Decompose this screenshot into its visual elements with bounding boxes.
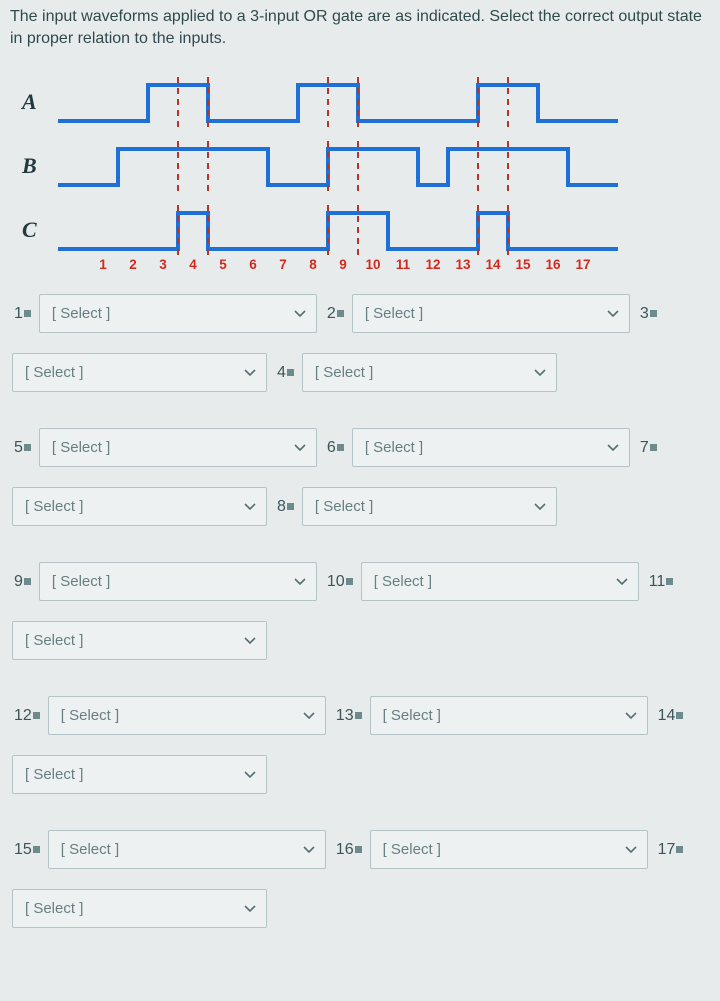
answer-label-3: 3 xyxy=(638,305,659,323)
axis-tick: 9 xyxy=(328,257,358,272)
answer-label-8: 8 xyxy=(275,498,296,516)
axis-tick: 16 xyxy=(538,257,568,272)
axis-tick: 15 xyxy=(508,257,538,272)
answer-4: 4 [ Select ] xyxy=(275,353,557,392)
axis-tick: 13 xyxy=(448,257,478,272)
signal-row-c: C xyxy=(22,205,710,255)
answer-12: 12 [ Select ] xyxy=(12,696,326,735)
answer-13: 13 [ Select ] xyxy=(334,696,648,735)
axis-tick: 6 xyxy=(238,257,268,272)
answer-label-4: 4 xyxy=(275,364,296,382)
answer-select-5[interactable]: [ Select ] xyxy=(39,428,317,467)
answer-7: [ Select ] xyxy=(12,487,267,526)
answer-label-5: 5 xyxy=(12,439,33,457)
axis-tick: 7 xyxy=(268,257,298,272)
answer-label-12: 12 xyxy=(12,707,42,725)
answer-select-4[interactable]: [ Select ] xyxy=(302,353,557,392)
axis-tick: 12 xyxy=(418,257,448,272)
answer-label-14: 14 xyxy=(656,707,686,725)
answer-label-17: 17 xyxy=(656,841,686,859)
axis-ticks-row: 1234567891011121314151617 xyxy=(22,257,710,272)
answer-1: 1 [ Select ] xyxy=(12,294,317,333)
signal-label-c: C xyxy=(22,217,58,243)
answer-select-6[interactable]: [ Select ] xyxy=(352,428,630,467)
answers-region: 1 [ Select ] 2 [ Select ] 3 [ Select ] 4… xyxy=(0,278,720,946)
answer-select-13[interactable]: [ Select ] xyxy=(370,696,648,735)
answer-8: 8 [ Select ] xyxy=(275,487,557,526)
waveform-diagram: A B C 1234567891011121314151617 xyxy=(0,59,720,278)
axis-tick: 17 xyxy=(568,257,598,272)
answer-select-8[interactable]: [ Select ] xyxy=(302,487,557,526)
answer-17: [ Select ] xyxy=(12,889,267,928)
answer-label-6: 6 xyxy=(325,439,346,457)
answer-3: [ Select ] xyxy=(12,353,267,392)
signal-label-a: A xyxy=(22,89,58,115)
answer-label-13: 13 xyxy=(334,707,364,725)
signal-row-b: B xyxy=(22,141,710,191)
answer-select-3[interactable]: [ Select ] xyxy=(12,353,267,392)
axis-tick: 11 xyxy=(388,257,418,272)
answer-select-7[interactable]: [ Select ] xyxy=(12,487,267,526)
signal-row-a: A xyxy=(22,77,710,127)
answer-11: [ Select ] xyxy=(12,621,267,660)
waveform-b xyxy=(58,141,618,191)
answer-label-16: 16 xyxy=(334,841,364,859)
answer-label-10: 10 xyxy=(325,573,355,591)
answer-label-15: 15 xyxy=(12,841,42,859)
answer-select-1[interactable]: [ Select ] xyxy=(39,294,317,333)
answer-select-9[interactable]: [ Select ] xyxy=(39,562,317,601)
axis-ticks: 1234567891011121314151617 xyxy=(88,257,598,272)
answer-select-14[interactable]: [ Select ] xyxy=(12,755,267,794)
answer-15: 15 [ Select ] xyxy=(12,830,326,869)
answer-6: 6 [ Select ] xyxy=(325,428,630,467)
answer-select-10[interactable]: [ Select ] xyxy=(361,562,639,601)
answer-select-11[interactable]: [ Select ] xyxy=(12,621,267,660)
answer-5: 5 [ Select ] xyxy=(12,428,317,467)
axis-tick: 2 xyxy=(118,257,148,272)
answer-label-1: 1 xyxy=(12,305,33,323)
answer-10: 10 [ Select ] xyxy=(325,562,639,601)
axis-tick: 14 xyxy=(478,257,508,272)
question-text: The input waveforms applied to a 3-input… xyxy=(0,0,720,59)
answer-14: [ Select ] xyxy=(12,755,267,794)
answer-label-11: 11 xyxy=(647,573,676,591)
answer-label-9: 9 xyxy=(12,573,33,591)
answer-label-2: 2 xyxy=(325,305,346,323)
answer-select-17[interactable]: [ Select ] xyxy=(12,889,267,928)
signal-label-b: B xyxy=(22,153,58,179)
axis-tick: 1 xyxy=(88,257,118,272)
answer-label-7: 7 xyxy=(638,439,659,457)
answer-select-12[interactable]: [ Select ] xyxy=(48,696,326,735)
answer-select-15[interactable]: [ Select ] xyxy=(48,830,326,869)
axis-tick: 5 xyxy=(208,257,238,272)
axis-tick: 3 xyxy=(148,257,178,272)
waveform-c xyxy=(58,205,618,255)
answer-select-2[interactable]: [ Select ] xyxy=(352,294,630,333)
answer-select-16[interactable]: [ Select ] xyxy=(370,830,648,869)
axis-tick: 10 xyxy=(358,257,388,272)
waveform-a xyxy=(58,77,618,127)
axis-tick: 4 xyxy=(178,257,208,272)
answer-2: 2 [ Select ] xyxy=(325,294,630,333)
axis-tick: 8 xyxy=(298,257,328,272)
answer-9: 9 [ Select ] xyxy=(12,562,317,601)
answer-16: 16 [ Select ] xyxy=(334,830,648,869)
